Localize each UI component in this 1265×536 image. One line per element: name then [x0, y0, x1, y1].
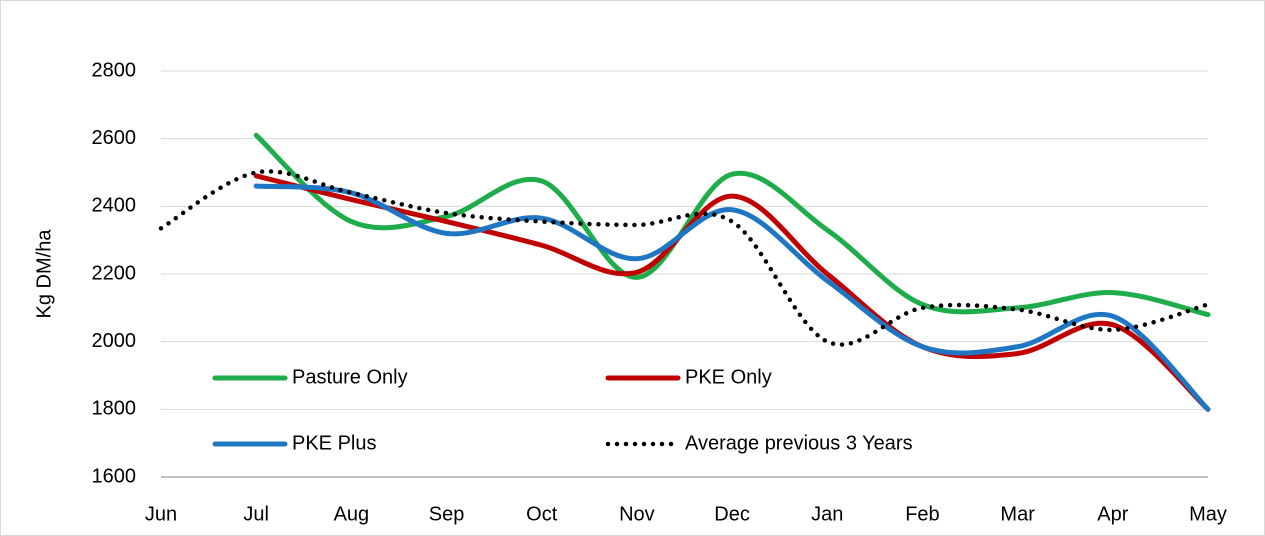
- x-tick-label: Jul: [243, 503, 269, 525]
- y-tick-label: 2400: [92, 195, 137, 217]
- x-tick-label: Dec: [714, 503, 750, 525]
- y-tick-label: 2200: [92, 262, 137, 284]
- x-tick-label: May: [1189, 503, 1227, 525]
- x-tick-label: Jun: [145, 503, 177, 525]
- legend-label: PKE Plus: [292, 432, 376, 454]
- y-tick-label: 2000: [92, 330, 137, 352]
- x-tick-label: Oct: [526, 503, 558, 525]
- legend-label: PKE Only: [685, 366, 772, 388]
- series-line: [253, 173, 1211, 412]
- x-tick-label: Aug: [334, 503, 370, 525]
- y-tick-label: 1800: [92, 398, 137, 420]
- x-tick-label: Sep: [429, 503, 465, 525]
- y-tick-label: 2800: [92, 59, 137, 81]
- x-tick-label: Jan: [811, 503, 843, 525]
- y-tick-label: 1600: [92, 465, 137, 487]
- y-tick-label: 2600: [92, 127, 137, 149]
- series-line: [253, 183, 1211, 412]
- x-tick-label: Nov: [619, 503, 655, 525]
- x-tick-label: Feb: [905, 503, 939, 525]
- legend-label: Average previous 3 Years: [685, 432, 913, 454]
- legend-label: Pasture Only: [292, 366, 408, 388]
- x-tick-label: Apr: [1097, 503, 1128, 525]
- x-tick-label: Mar: [1000, 503, 1035, 525]
- y-axis-label: Kg DM/ha: [33, 229, 55, 319]
